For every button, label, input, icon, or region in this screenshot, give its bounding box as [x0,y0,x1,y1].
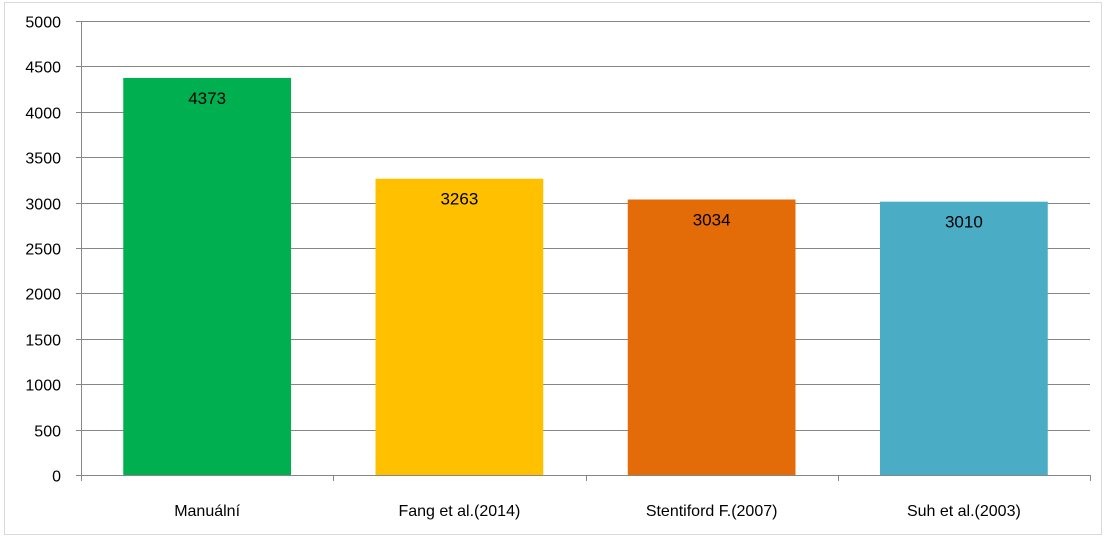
category-label: Manuální [174,503,240,520]
data-label: 3010 [945,213,983,232]
y-tick-label: 0 [52,469,61,486]
data-label: 3034 [693,211,731,230]
category-label: Fang et al.(2014) [398,503,520,520]
data-labels: 4373 3263 3034 3010 [188,89,983,232]
y-tick-label: 5000 [25,15,61,32]
y-tick-label: 3000 [25,197,61,214]
bars [123,77,1048,475]
y-tick-label: 1500 [25,333,61,350]
data-label: 3263 [440,190,478,209]
y-tick-label: 2000 [25,287,61,304]
y-tick-label: 4500 [25,60,61,77]
y-axis-tick-labels: 0 500 1000 1500 2000 2500 3000 3500 4000 4500 5000 [25,15,61,486]
x-axis-category-labels: Manuální Fang et al.(2014) Stentiford F.(2… [174,503,1021,520]
data-label: 4373 [188,89,226,108]
bar [880,201,1048,475]
bar [123,77,291,475]
y-tick-label: 2500 [25,242,61,259]
y-tick-label: 3500 [25,151,61,168]
bar [627,199,796,475]
axes [81,21,1091,481]
category-label: Stentiford F.(2007) [646,503,778,520]
y-tick-label: 1000 [25,378,61,395]
y-tick-label: 4000 [25,106,61,123]
category-label: Suh et al.(2003) [907,503,1021,520]
bar [375,178,544,475]
y-tick-label: 500 [34,424,61,441]
